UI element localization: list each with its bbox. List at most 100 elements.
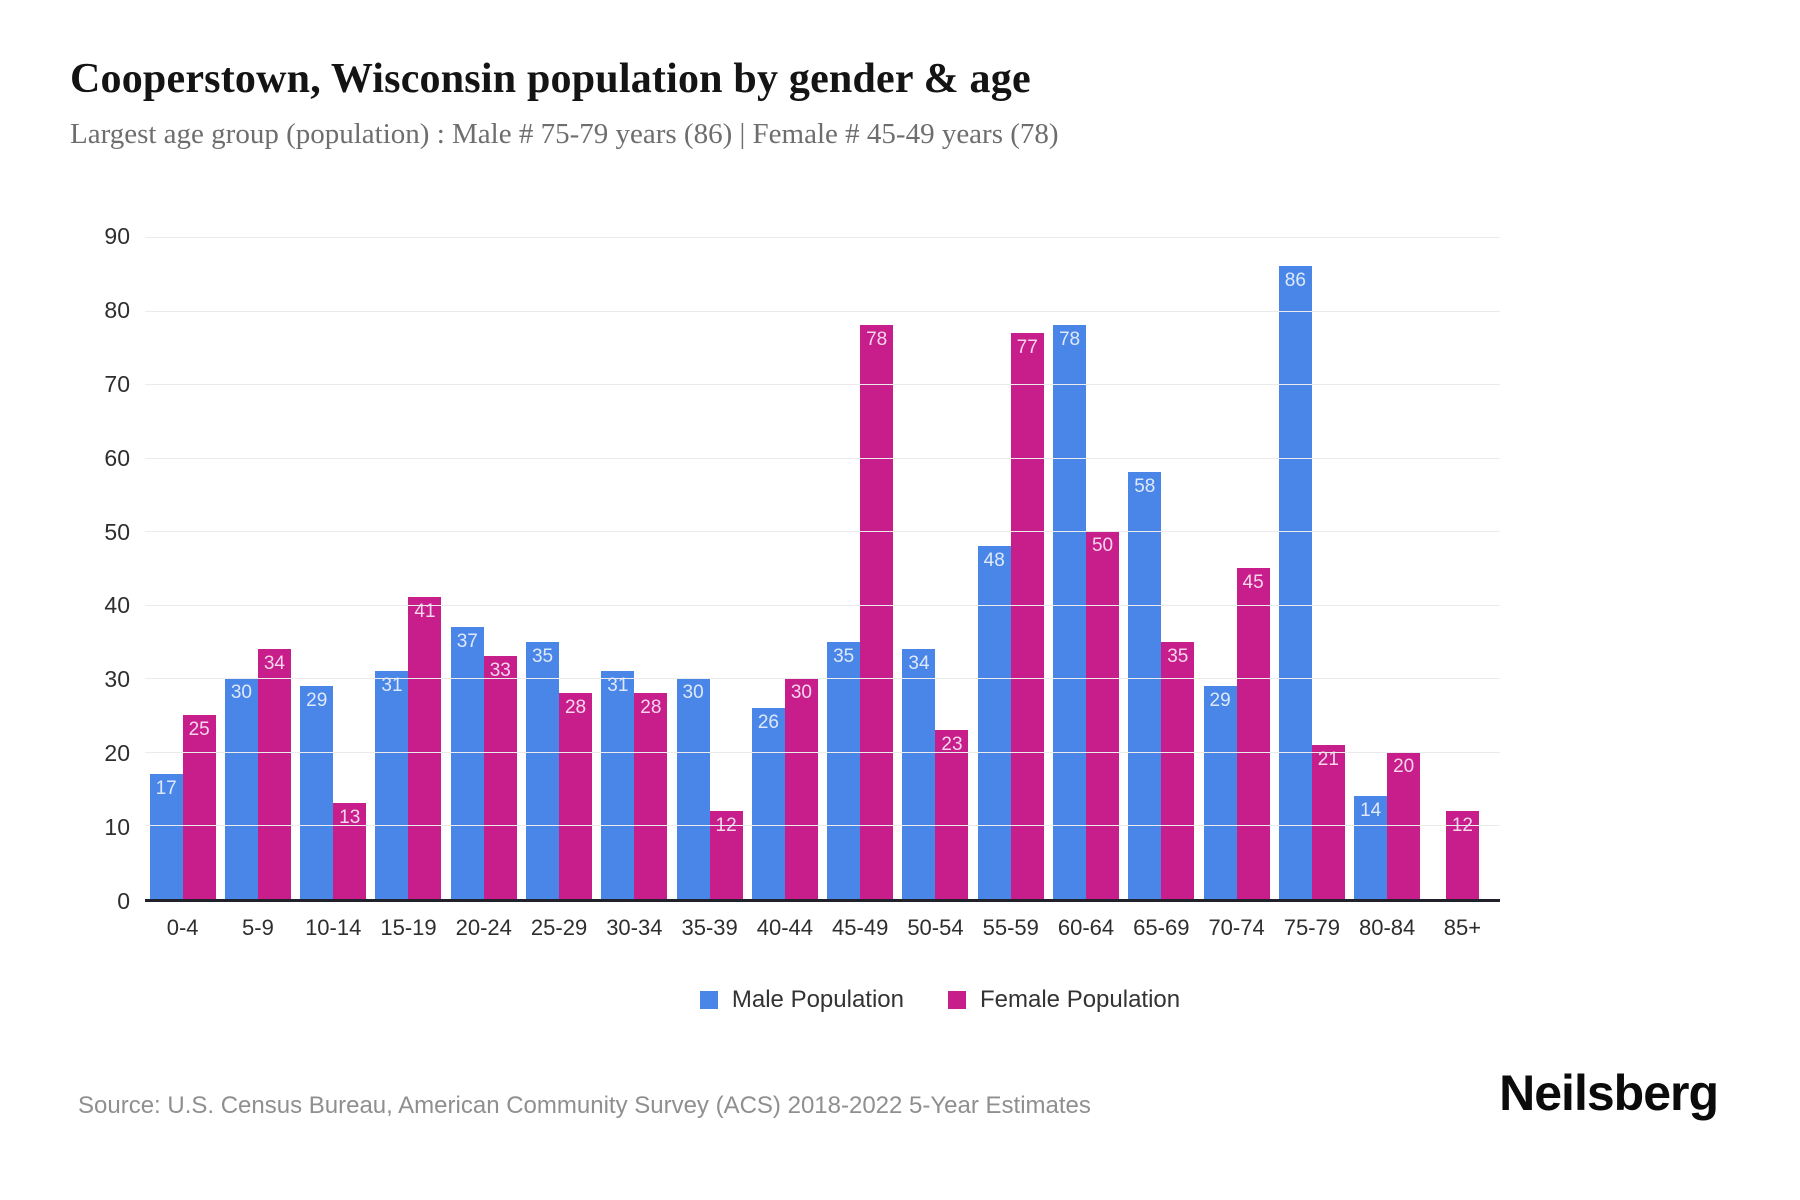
female-bar-85+[interactable]: 12	[1445, 810, 1479, 899]
gridline	[145, 825, 1500, 827]
gridline	[145, 678, 1500, 680]
bar-value-label: 41	[414, 601, 436, 623]
bar-group-10-14: 29 13	[296, 237, 371, 899]
source-attribution: Source: U.S. Census Bureau, American Com…	[78, 1092, 1091, 1119]
x-tick-label-0-4: 0-4	[166, 915, 199, 940]
male-bar-40-44[interactable]: 26	[751, 707, 785, 899]
x-tick-label-50-54: 50-54	[907, 915, 964, 940]
male-bar-25-29[interactable]: 35	[526, 641, 560, 899]
bar-value-label: 20	[1393, 755, 1415, 777]
female-bar-30-34[interactable]: 28	[634, 693, 668, 899]
male-bar-45-49[interactable]: 35	[827, 641, 861, 899]
male-bar-20-24[interactable]: 37	[450, 626, 484, 899]
male-bar-65-69[interactable]: 58	[1128, 472, 1162, 899]
bar-value-label: 17	[155, 777, 177, 799]
male-bar-30-34[interactable]: 31	[601, 670, 635, 899]
page-subtitle: Largest age group (population) : Male # …	[70, 118, 1059, 150]
male-legend-swatch	[699, 991, 718, 1009]
gridline	[145, 457, 1500, 459]
gridline	[145, 310, 1500, 312]
bar-value-label: 78	[866, 329, 888, 351]
bar-value-label: 34	[263, 652, 285, 674]
bar-group-25-29: 35 28	[521, 237, 596, 899]
male-bar-80-84[interactable]: 14	[1354, 796, 1388, 899]
female-bar-35-39[interactable]: 12	[709, 810, 743, 899]
y-axis: 0 10 20 30 40 50 60 70 80 90	[50, 223, 130, 914]
bar-value-label: 12	[1451, 814, 1473, 836]
female-bar-10-14[interactable]: 13	[333, 803, 367, 899]
bar-value-label: 29	[1209, 689, 1231, 711]
female-bar-25-29[interactable]: 28	[559, 693, 593, 899]
x-tick-label-40-44: 40-44	[756, 915, 814, 940]
bar-group-80-84: 14 20	[1350, 237, 1425, 899]
bar-value-label: 25	[188, 719, 210, 741]
male-bar-60-64[interactable]: 78	[1053, 325, 1087, 899]
bar-group-50-54: 34 23	[898, 237, 973, 899]
bar-group-75-79: 86 21	[1274, 237, 1349, 899]
bar-value-label: 35	[531, 645, 554, 667]
female-legend-swatch	[948, 991, 966, 1009]
female-bar-5-9[interactable]: 34	[257, 648, 291, 899]
female-bar-55-59[interactable]: 77	[1010, 332, 1044, 899]
x-tick-label-60-64: 60-64	[1057, 915, 1115, 940]
y-tick-label: 30	[104, 666, 130, 693]
x-tick-label-15-19: 15-19	[380, 915, 437, 940]
bar-value-label: 28	[564, 697, 587, 719]
bar-value-label: 30	[790, 682, 812, 704]
female-bar-15-19[interactable]: 41	[408, 597, 442, 899]
male-bar-10-14[interactable]: 29	[300, 685, 334, 899]
plot-area: 17 25 30 34 29 13 31 41 37 33 35 28 31 28 30 12 26 30 35 78…	[145, 237, 1500, 902]
bar-group-0-4: 17 25	[145, 237, 220, 899]
bar-value-label: 35	[833, 645, 855, 667]
bar-value-label: 12	[715, 814, 737, 836]
bar-value-label: 30	[682, 682, 704, 704]
bar-value-label: 23	[941, 733, 963, 755]
bar-group-70-74: 29 45	[1199, 237, 1274, 899]
bar-value-label: 78	[1058, 329, 1081, 351]
male-bar-75-79[interactable]: 86	[1278, 266, 1312, 899]
x-tick-label-70-74: 70-74	[1208, 915, 1265, 940]
legend-item-female[interactable]: Female Population	[948, 986, 1180, 1014]
bar-group-65-69: 58 35	[1124, 237, 1199, 899]
gridline	[145, 237, 1500, 238]
bar-value-label: 31	[381, 674, 403, 696]
x-tick-label-25-29: 25-29	[530, 915, 588, 940]
bar-value-label: 77	[1016, 336, 1038, 358]
female-bar-70-74[interactable]: 45	[1236, 568, 1270, 899]
female-bar-50-54[interactable]: 23	[935, 729, 969, 899]
bar-group-20-24: 37 33	[446, 237, 521, 899]
female-bar-65-69[interactable]: 35	[1161, 641, 1195, 899]
page-title: Cooperstown, Wisconsin population by gen…	[70, 56, 1031, 102]
female-bar-45-49[interactable]: 78	[860, 325, 894, 899]
female-legend-label: Female Population	[980, 986, 1181, 1013]
y-tick-label: 10	[104, 814, 130, 841]
bar-value-label: 13	[339, 807, 361, 829]
male-bar-15-19[interactable]: 31	[375, 670, 409, 899]
bar-group-35-39: 30 12	[672, 237, 747, 899]
male-bar-0-4[interactable]: 17	[149, 773, 183, 899]
bar-value-label: 14	[1360, 800, 1382, 822]
x-tick-label-30-34: 30-34	[606, 915, 663, 940]
bar-group-55-59: 48 77	[973, 237, 1048, 899]
male-bar-5-9[interactable]: 30	[224, 678, 258, 899]
male-bar-70-74[interactable]: 29	[1203, 685, 1237, 899]
female-bar-75-79[interactable]: 21	[1311, 744, 1345, 899]
y-tick-label: 20	[104, 740, 130, 767]
legend-item-male[interactable]: Male Population	[699, 986, 904, 1014]
male-bar-55-59[interactable]: 48	[977, 545, 1011, 899]
x-tick-label-5-9: 5-9	[242, 915, 274, 940]
female-bar-20-24[interactable]: 33	[483, 656, 517, 899]
male-bar-50-54[interactable]: 34	[902, 648, 936, 899]
x-tick-label-55-59: 55-59	[982, 915, 1039, 940]
female-bar-40-44[interactable]: 30	[784, 678, 818, 899]
x-tick-label-65-69: 65-69	[1133, 915, 1190, 940]
gridline	[145, 751, 1500, 753]
bar-value-label: 31	[607, 674, 629, 696]
female-bar-0-4[interactable]: 25	[182, 715, 216, 899]
male-bar-35-39[interactable]: 30	[676, 678, 710, 899]
bar-value-label: 86	[1284, 270, 1306, 292]
female-bar-60-64[interactable]: 50	[1086, 531, 1120, 899]
gridline	[145, 531, 1500, 533]
x-tick-label-10-14: 10-14	[305, 915, 362, 940]
bar-value-label: 21	[1317, 748, 1339, 770]
